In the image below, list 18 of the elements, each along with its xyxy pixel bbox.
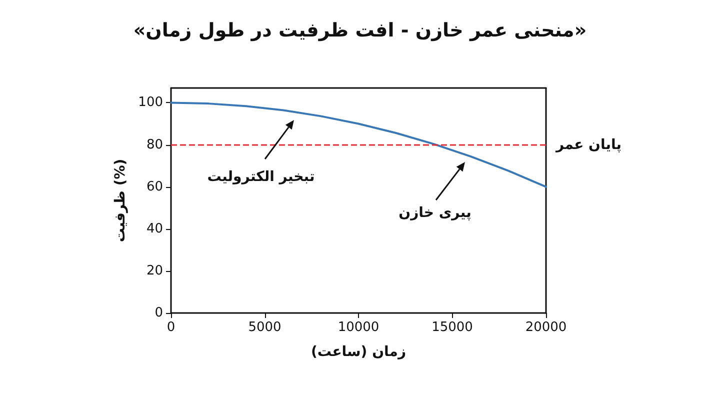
- y-tick-label: 40: [146, 221, 163, 236]
- annotation: تبخیر الکترولیت: [207, 169, 315, 185]
- x-tick-label: 5000: [248, 320, 282, 335]
- x-tick-label: 10000: [338, 320, 380, 335]
- x-axis-title: زمان (ساعت): [310, 344, 406, 360]
- y-tick-label: 80: [146, 137, 163, 152]
- y-tick-label: 100: [138, 95, 163, 110]
- y-axis-title: ظرفیت (%): [112, 158, 128, 242]
- y-tick-label: 60: [146, 179, 163, 194]
- chart-title: «منحنی عمر خازن - افت ظرفیت در طول زمان»: [133, 20, 587, 42]
- x-tick-label: 20000: [525, 320, 567, 335]
- ref-line-label: پایان عمر: [555, 136, 622, 153]
- y-tick-label: 0: [154, 306, 163, 320]
- line-series: [170, 102, 547, 188]
- x-tick-label: 15000: [432, 320, 473, 335]
- x-tick-label: 0: [166, 320, 176, 335]
- y-tick-label: 20: [146, 263, 163, 278]
- annotation: پیری خازن: [398, 205, 472, 221]
